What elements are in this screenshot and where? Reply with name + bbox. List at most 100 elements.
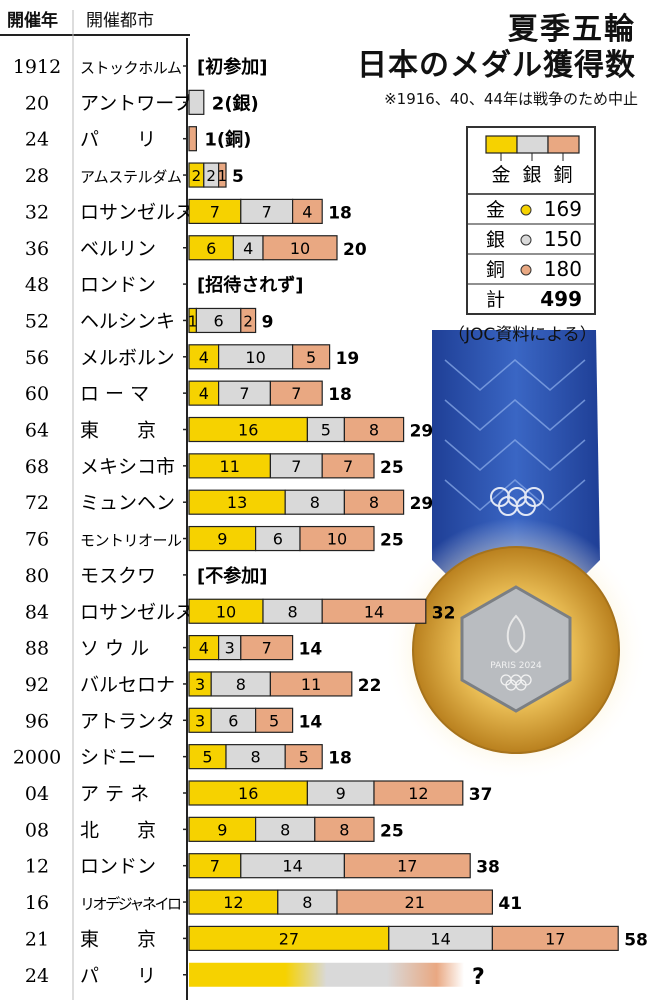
legend-box: 金 銀 銅 金 169 銀 150 銅 180 計 499 [466,126,596,315]
bar-segment-bronze [321,453,375,479]
city-label: アトランタ [80,710,175,732]
total-label: 9 [262,312,274,332]
bar-value-label: 14 [282,857,302,876]
bar-value-label: 3 [195,675,205,694]
legend-graphic: 金 銀 銅 金 169 銀 150 銅 180 計 499 [468,135,594,311]
year-column-header: 開催年 [7,11,58,31]
bar-value-label: 11 [220,457,240,476]
bar-segment-bronze [343,489,405,515]
year-label: 72 [25,492,49,514]
city-label: 北 京 [80,819,156,841]
total-label: 14 [299,640,323,660]
legend-label-silver: 銀 [522,164,541,186]
year-label: 24 [25,965,49,987]
year-label: 2000 [13,747,61,769]
bar-value-label: 9 [217,530,227,549]
bar-value-label: 6 [273,530,283,549]
bar-value-label: 7 [210,202,220,221]
annotation-label: 1(銅) [204,129,251,151]
city-label: メキシコ市 [80,456,175,478]
total-label: 29 [410,422,434,442]
bar-segment-bronze [240,307,257,334]
total-label: 18 [328,203,352,223]
bar-value-label: 1 [218,167,228,185]
bar-segment-silver [262,598,323,624]
bar-value-label: 3 [195,711,205,730]
city-column-header: 開催都市 [86,11,154,31]
year-label: 60 [25,383,49,405]
bar-value-label: 7 [291,384,301,403]
bar-segment-bronze [269,671,353,697]
total-label: 58 [624,930,648,950]
annotation-label: [初参加] [197,56,267,78]
bar-segment-silver [284,489,346,515]
bar-segment-silver [210,707,257,733]
city-label: ア テ ネ [80,783,149,805]
bar-segment-bronze [299,525,375,552]
bar-value-label: 11 [301,675,321,694]
legend-value-silver: 150 [544,227,582,251]
bar-segment-bronze [336,889,493,915]
total-label: 19 [336,349,360,369]
legend-row-label-silver: 銀 [486,229,505,251]
bar-value-label: 17 [545,929,565,948]
city-label: バルセロナ [80,674,175,696]
bar-segment-silver [195,307,242,334]
legend-swatch-gold [485,135,518,154]
bar-segment-silver [218,344,294,370]
legend-dot-gold [520,204,532,216]
total-label: 38 [476,858,500,878]
chart-subtitle: 日本のメダル獲得数 [357,48,636,83]
bar-segment-silver [218,380,272,406]
bar-value-label: 5 [202,748,212,767]
bar-segment-silver [388,925,493,952]
total-label: 22 [358,676,382,696]
bar-value-label: 16 [238,784,258,803]
bar-value-label: 10 [290,239,310,258]
city-label: ストックホルム [80,59,182,77]
year-label: 20 [25,92,49,114]
bar-segment-gold [188,853,242,879]
city-label: ロサンゼルス [80,601,194,623]
bar-value-label: 4 [199,348,209,367]
bar-segment-bronze [269,380,323,406]
city-label: ヘルシンキ [80,310,175,332]
bar-value-label: 16 [238,421,258,440]
bar-value-label: 4 [199,639,209,658]
bar-value-label: 7 [210,857,220,876]
city-label: ミュンヘン [80,492,175,514]
bar-value-label: 12 [223,893,243,912]
legend-row-label-bronze: 銅 [486,259,505,281]
year-label: 32 [25,201,49,223]
year-label: 56 [25,347,49,369]
total-label: 32 [432,603,456,623]
bar-value-label: 1 [188,312,198,330]
bar-value-label: 13 [227,493,247,512]
chart-rows: 1912 ストックホルム [初参加]20 アントワープ 2(銀)24 パ リ 1(銅)28 ア… [13,56,648,990]
city-label: メルボルン [80,347,175,369]
bar-value-label: 14 [364,602,384,621]
total-label: ? [472,965,485,990]
bar-segment-gold [188,380,220,406]
bar-value-label: 9 [336,784,346,803]
bar-segment-gold [188,634,220,661]
bar-segment-gold [188,780,309,806]
bar-segment-bronze [292,198,323,224]
total-label: 14 [299,712,323,732]
bar-value-label: 4 [199,384,209,403]
bar-value-label: 2 [243,312,253,330]
bar-value-label: 5 [321,421,331,440]
svg-text:PARIS 2024: PARIS 2024 [490,661,542,671]
bar-value-label: 2 [206,167,216,185]
bar-value-label: 5 [269,711,279,730]
bar-value-label: 7 [262,639,272,658]
bar-value-label: 8 [369,493,379,512]
bar-segment-bronze [314,816,375,842]
year-label: 92 [25,674,49,696]
bar-value-label: 21 [405,893,425,912]
city-label: リオデジャネイロ [80,895,182,913]
source-note: （JOC資料による） [448,325,597,345]
city-label: アムステルダム [80,168,182,186]
year-label: 88 [25,638,49,660]
